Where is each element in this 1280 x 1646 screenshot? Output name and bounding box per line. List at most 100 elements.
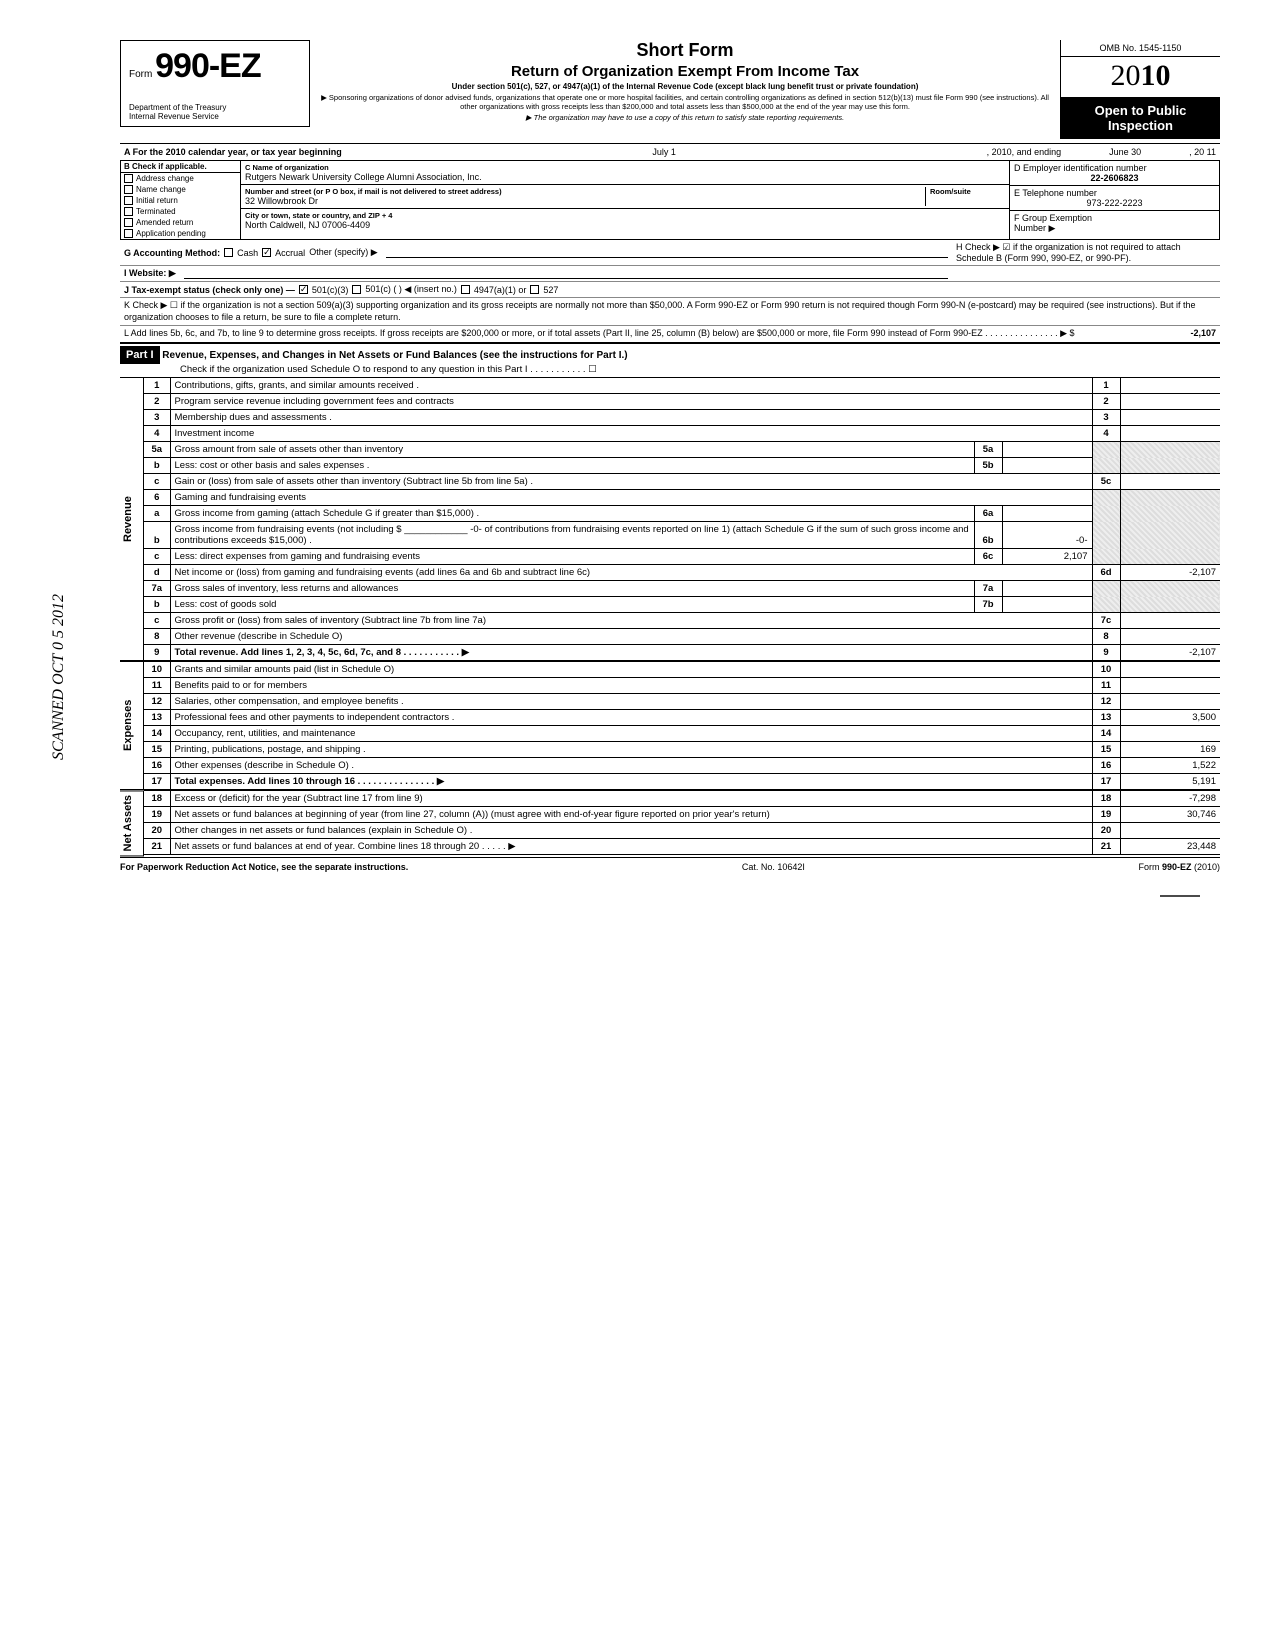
c-addr-hdr: Number and street (or P O box, if mail i… [245, 187, 925, 196]
line-desc: Gross sales of inventory, less returns a… [175, 583, 399, 594]
line-amt[interactable] [1120, 613, 1220, 629]
line-subamt[interactable] [1002, 442, 1092, 458]
row-a-begin[interactable]: July 1 [346, 144, 983, 160]
checkbox-icon[interactable] [530, 285, 539, 294]
c-city-cell: City or town, state or country, and ZIP … [241, 209, 1009, 232]
line-amt[interactable] [1120, 474, 1220, 490]
line-9: 9Total revenue. Add lines 1, 2, 3, 4, 5c… [144, 645, 1220, 661]
org-city[interactable]: North Caldwell, NJ 07006-4409 [245, 220, 1005, 230]
line-subamt[interactable] [1002, 597, 1092, 613]
l-text: L Add lines 5b, 6c, and 7b, to line 9 to… [124, 328, 1122, 340]
line-desc: Gross profit or (loss) from sales of inv… [175, 615, 487, 626]
line-amt[interactable] [1120, 726, 1220, 742]
line-amt[interactable]: -2,107 [1120, 645, 1220, 661]
side-netassets: Net Assets [120, 790, 144, 856]
b-item-label: Name change [136, 185, 186, 194]
j-4947: 4947(a)(1) or [474, 285, 527, 295]
line-subamt[interactable] [1002, 506, 1092, 522]
website-field[interactable] [184, 269, 948, 279]
b-name-change[interactable]: Name change [121, 184, 240, 195]
form-number-box: Form 990-EZ Department of the Treasury I… [120, 40, 310, 127]
tax-year: 2010 [1061, 57, 1220, 93]
b-address-change[interactable]: Address change [121, 173, 240, 184]
line-amt[interactable] [1120, 694, 1220, 710]
line-amt[interactable]: 30,746 [1120, 807, 1220, 823]
checkbox-icon[interactable] [124, 207, 133, 216]
line-amt[interactable] [1120, 394, 1220, 410]
checkbox-icon[interactable] [461, 285, 470, 294]
d-cell: D Employer identification number 22-2606… [1010, 161, 1219, 186]
line-amt[interactable]: 1,522 [1120, 758, 1220, 774]
line-subamt[interactable] [1002, 581, 1092, 597]
line-amt[interactable] [1120, 410, 1220, 426]
line-20: 20Other changes in net assets or fund ba… [144, 823, 1220, 839]
b-initial-return[interactable]: Initial return [121, 195, 240, 206]
line-desc: Less: cost of goods sold [175, 599, 277, 610]
line-desc: Total expenses. Add lines 10 through 16 … [175, 776, 445, 787]
expense-grid: Expenses 10Grants and similar amounts pa… [120, 661, 1220, 790]
line-subamt[interactable] [1002, 458, 1092, 474]
g-label: G Accounting Method: [124, 248, 220, 258]
omb-number: OMB No. 1545-1150 [1061, 40, 1220, 57]
j-label: J Tax-exempt status (check only one) — [124, 285, 295, 295]
year-prefix: 20 [1111, 59, 1141, 92]
checkbox-icon[interactable] [299, 285, 308, 294]
b-item-label: Initial return [136, 196, 178, 205]
line-amt[interactable]: -7,298 [1120, 791, 1220, 807]
org-address[interactable]: 32 Willowbrook Dr [245, 196, 925, 206]
line-17: 17Total expenses. Add lines 10 through 1… [144, 774, 1220, 790]
checkbox-icon[interactable] [124, 174, 133, 183]
side-revenue: Revenue [120, 377, 144, 661]
revenue-table: 1Contributions, gifts, grants, and simil… [144, 377, 1220, 661]
h-text: H Check ▶ ☑ if the organization is not r… [956, 242, 1216, 263]
line-6b: bGross income from fundraising events (n… [144, 522, 1220, 549]
line-amt[interactable] [1120, 823, 1220, 839]
line-desc: Program service revenue including govern… [175, 396, 454, 407]
blank-line[interactable] [386, 248, 948, 258]
c-addr-cell: Number and street (or P O box, if mail i… [241, 185, 1009, 209]
checkbox-icon[interactable] [224, 248, 233, 257]
line-desc: Gross income from fundraising events (no… [175, 524, 969, 546]
row-a-end[interactable]: June 30 [1065, 144, 1185, 160]
checkbox-icon[interactable] [124, 196, 133, 205]
org-name[interactable]: Rutgers Newark University College Alumni… [245, 172, 1005, 182]
line-amt[interactable]: -2,107 [1120, 565, 1220, 581]
line-amt[interactable]: 169 [1120, 742, 1220, 758]
b-pending[interactable]: Application pending [121, 228, 240, 239]
b-amended[interactable]: Amended return [121, 217, 240, 228]
netassets-table: 18Excess or (deficit) for the year (Subt… [144, 790, 1220, 855]
line-amt[interactable] [1120, 629, 1220, 645]
line-desc: Gaming and fundraising events [175, 492, 307, 503]
line-amt[interactable]: 23,448 [1120, 839, 1220, 855]
line-amt[interactable] [1120, 378, 1220, 394]
line-amt[interactable] [1120, 678, 1220, 694]
row-i: I Website: ▶ [120, 266, 1220, 282]
checkbox-icon[interactable] [124, 185, 133, 194]
line-amt[interactable] [1120, 662, 1220, 678]
section-def: D Employer identification number 22-2606… [1009, 161, 1219, 239]
line-subamt[interactable]: -0- [1002, 522, 1092, 549]
line-amt[interactable] [1120, 426, 1220, 442]
b-terminated[interactable]: Terminated [121, 206, 240, 217]
checkbox-icon[interactable] [124, 218, 133, 227]
line-18: 18Excess or (deficit) for the year (Subt… [144, 791, 1220, 807]
line-amt[interactable]: 3,500 [1120, 710, 1220, 726]
checkbox-icon[interactable] [262, 248, 271, 257]
checkbox-icon[interactable] [352, 285, 361, 294]
part1-title: Revenue, Expenses, and Changes in Net As… [162, 350, 627, 361]
line-desc: Membership dues and assessments . [175, 412, 332, 423]
dept-line2: Internal Revenue Service [129, 113, 301, 122]
line-desc: Gross income from gaming (attach Schedul… [175, 508, 480, 519]
i-label: I Website: ▶ [124, 268, 176, 279]
f-cell: F Group Exemption Number ▶ [1010, 211, 1219, 236]
line-desc: Gain or (loss) from sale of assets other… [175, 476, 534, 487]
row-a: A For the 2010 calendar year, or tax yea… [120, 144, 1220, 161]
line-subamt[interactable]: 2,107 [1002, 549, 1092, 565]
line-desc: Investment income [175, 428, 255, 439]
title-main: Short Form [318, 40, 1052, 61]
checkbox-icon[interactable] [124, 229, 133, 238]
g-other: Other (specify) ▶ [309, 247, 377, 258]
line-amt[interactable]: 5,191 [1120, 774, 1220, 790]
phone-value[interactable]: 973-222-2223 [1014, 198, 1215, 208]
ein-value[interactable]: 22-2606823 [1014, 173, 1215, 183]
